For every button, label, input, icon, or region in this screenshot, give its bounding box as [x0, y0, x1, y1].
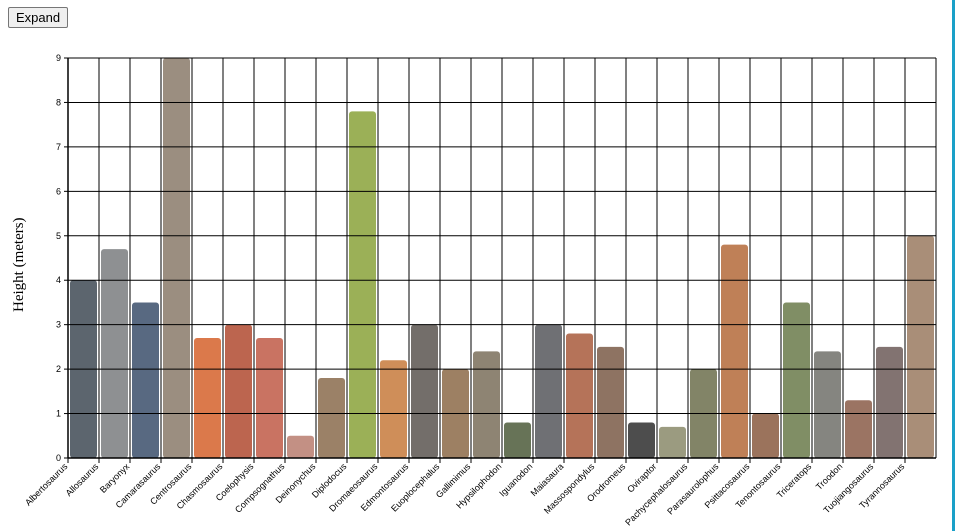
- bar-iguanodon: [535, 324, 562, 458]
- bar-centrosaurus: [194, 338, 221, 458]
- bar-parasaurolophus: [721, 244, 748, 458]
- xtick-label-allosaurus: Allosaurus: [64, 461, 101, 498]
- bar-gallimimus: [473, 351, 500, 458]
- bar-edmontosaurus: [411, 324, 438, 458]
- bar-chasmosaurus: [225, 324, 252, 458]
- xtick-label-albertosaurus: Albertosaurus: [23, 461, 70, 508]
- bar-deinonychus: [318, 378, 345, 458]
- bar-tuojiangosaurus: [876, 346, 903, 458]
- bar-tyrannosaurus: [907, 235, 934, 458]
- expand-button[interactable]: Expand: [8, 7, 69, 28]
- ytick-label-6: 6: [56, 186, 61, 196]
- bar-orodromeus: [628, 422, 655, 458]
- ytick-label-0: 0: [56, 453, 61, 463]
- ytick-label-4: 4: [56, 275, 61, 285]
- bar-baryonyx: [132, 302, 159, 458]
- bar-compsognathus: [287, 435, 314, 458]
- right-border: [952, 0, 955, 531]
- bar-triceratops: [814, 351, 841, 458]
- bar-oviraptor: [659, 426, 686, 458]
- bar-hypsilophodon: [504, 422, 531, 458]
- xtick-label-troodon: Troodon: [814, 461, 845, 492]
- bar-diplodocus: [349, 111, 376, 458]
- xtick-label-iguanodon: Iguanodon: [497, 461, 534, 498]
- bar-camarasaurus: [163, 58, 190, 458]
- bar-tenontosaurus: [783, 302, 810, 458]
- bar-troodon: [845, 400, 872, 458]
- bar-dromaeosaurus: [380, 360, 407, 458]
- bar-allosaurus: [101, 249, 128, 458]
- bar-coelophysis: [256, 338, 283, 458]
- ytick-label-2: 2: [56, 364, 61, 374]
- bar-maiasaura: [566, 333, 593, 458]
- ytick-label-8: 8: [56, 97, 61, 107]
- ytick-label-7: 7: [56, 142, 61, 152]
- bar-massospondylus: [597, 346, 624, 458]
- ytick-label-5: 5: [56, 231, 61, 241]
- ytick-label-9: 9: [56, 53, 61, 63]
- ytick-label-3: 3: [56, 320, 61, 330]
- ytick-label-1: 1: [56, 409, 61, 419]
- bar-psittacosaurus: [752, 413, 779, 458]
